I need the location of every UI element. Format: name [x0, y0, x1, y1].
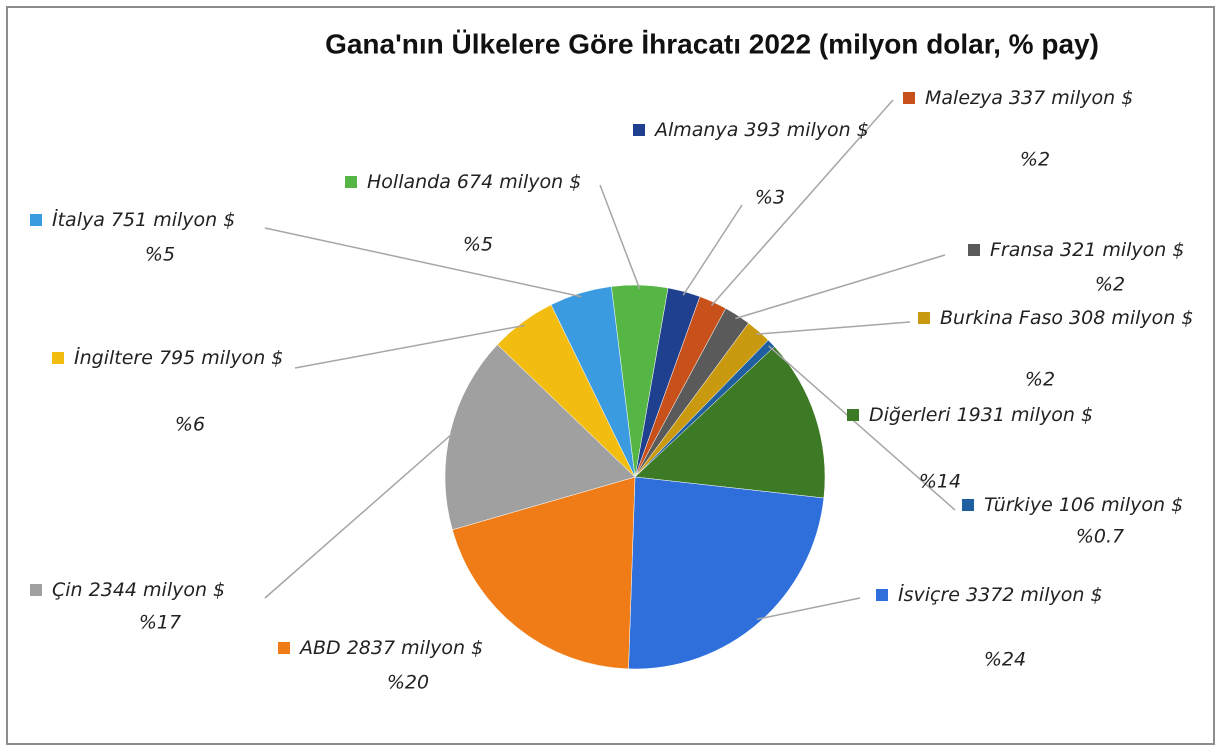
percent-label: %5	[463, 234, 493, 256]
pie-slice	[611, 284, 669, 478]
data-label: Türkiye 106 milyon $	[984, 494, 1183, 516]
category-label: İngiltere	[74, 346, 153, 369]
category-label: Malezya	[925, 87, 1003, 109]
value-label: 795 milyon $	[159, 347, 283, 369]
category-label: Fransa	[990, 239, 1054, 261]
legend-key	[633, 124, 645, 136]
category-label: Diğerleri	[869, 404, 951, 426]
leader-line	[735, 254, 946, 320]
percent-label: %20	[387, 672, 429, 694]
legend-key	[903, 92, 915, 104]
percent-label: %6	[175, 414, 205, 436]
percent-label: %0.7	[1076, 526, 1124, 548]
data-label: Malezya 337 milyon $	[925, 87, 1133, 109]
data-label: İtalya 751 milyon $	[52, 208, 235, 231]
category-label: Burkina Faso	[940, 307, 1063, 329]
legend-key	[52, 352, 64, 364]
category-label: Çin	[52, 579, 83, 601]
value-label: 393 milyon $	[744, 119, 868, 141]
percent-label: %24	[984, 649, 1026, 671]
pie-slice	[628, 476, 825, 670]
data-label: İsviçre 3372 milyon $	[898, 583, 1103, 606]
percent-label: %2	[1095, 274, 1125, 296]
percent-label: %2	[1020, 149, 1050, 171]
percent-label: %17	[139, 612, 181, 634]
data-label: Hollanda 674 milyon $	[367, 171, 581, 193]
pie-slice	[634, 346, 826, 499]
leader-line	[756, 597, 861, 621]
pie-slice	[444, 344, 636, 531]
category-label: İtalya	[52, 208, 105, 231]
value-label: 337 milyon $	[1009, 87, 1133, 109]
leader-line	[768, 345, 956, 511]
data-label: İngiltere 795 milyon $	[74, 346, 283, 369]
value-label: 1931 milyon $	[957, 404, 1094, 426]
legend-key	[847, 409, 859, 421]
category-label: Almanya	[653, 119, 738, 141]
data-label: Burkina Faso 308 milyon $	[940, 307, 1193, 329]
chart-title: Gana'nın Ülkelere Göre İhracatı 2022 (mi…	[325, 28, 1099, 59]
leader-line	[599, 184, 641, 290]
value-label: 2837 milyon $	[347, 637, 484, 659]
legend-key	[968, 244, 980, 256]
legend-key	[345, 176, 357, 188]
leader-line	[264, 227, 582, 298]
category-label: Hollanda	[367, 171, 451, 193]
pie-slice	[452, 476, 636, 670]
category-label: ABD	[298, 637, 341, 659]
value-label: 2344 milyon $	[89, 579, 226, 601]
leader-line	[682, 204, 743, 296]
value-label: 3372 milyon $	[966, 584, 1103, 606]
value-label: 106 milyon $	[1059, 494, 1183, 516]
category-label: Türkiye	[984, 494, 1053, 516]
data-label: Fransa 321 milyon $	[990, 239, 1184, 261]
legend-key	[918, 312, 930, 324]
data-label: Diğerleri 1931 milyon $	[869, 404, 1093, 426]
value-label: 674 milyon $	[457, 171, 581, 193]
data-label: Almanya 393 milyon $	[653, 119, 869, 141]
value-label: 321 milyon $	[1060, 239, 1184, 261]
leader-line	[294, 324, 525, 369]
value-label: 308 milyon $	[1069, 307, 1193, 329]
data-label: Çin 2344 milyon $	[52, 579, 225, 601]
legend-key	[30, 214, 42, 226]
percent-label: %2	[1025, 369, 1055, 391]
leader-line	[264, 431, 455, 599]
percent-label: %3	[755, 187, 785, 209]
leader-line	[756, 321, 911, 335]
legend-key	[278, 642, 290, 654]
percent-label: %14	[919, 471, 961, 493]
legend-key	[962, 499, 974, 511]
category-label: İsviçre	[898, 583, 960, 606]
legend-key	[876, 589, 888, 601]
leader-line	[710, 99, 894, 306]
legend-key	[30, 584, 42, 596]
percent-label: %5	[145, 244, 175, 266]
data-label: ABD 2837 milyon $	[298, 637, 483, 659]
value-label: 751 milyon $	[111, 209, 235, 231]
